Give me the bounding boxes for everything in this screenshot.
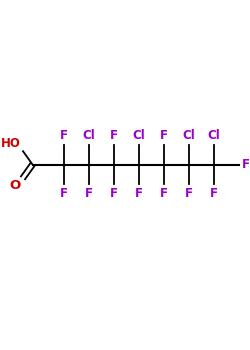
Text: Cl: Cl (132, 129, 145, 142)
Text: Cl: Cl (208, 129, 220, 142)
Text: F: F (160, 187, 168, 200)
Text: F: F (160, 129, 168, 142)
Text: F: F (135, 187, 143, 200)
Text: Cl: Cl (182, 129, 195, 142)
Text: O: O (10, 179, 21, 192)
Text: F: F (185, 187, 193, 200)
Text: F: F (242, 158, 250, 171)
Text: Cl: Cl (82, 129, 95, 142)
Text: F: F (210, 187, 218, 200)
Text: F: F (60, 129, 68, 142)
Text: F: F (110, 187, 118, 200)
Text: F: F (60, 187, 68, 200)
Text: F: F (110, 129, 118, 142)
Text: HO: HO (1, 137, 21, 150)
Text: F: F (85, 187, 93, 200)
